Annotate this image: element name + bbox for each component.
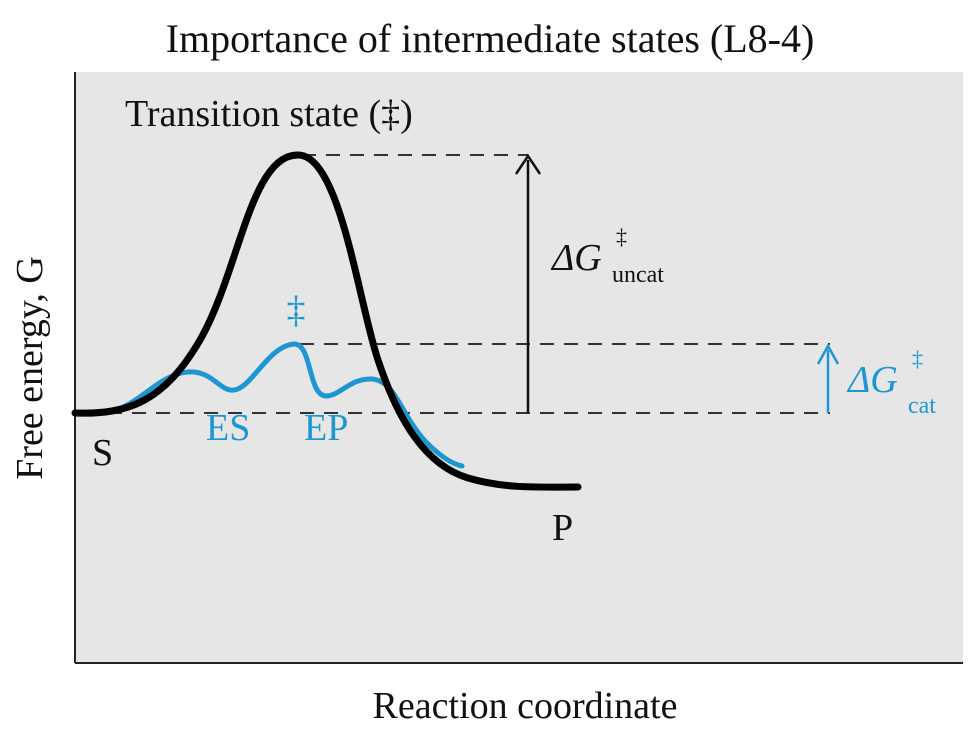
dg-cat-superscript: ‡ [912, 346, 923, 371]
transition-state-label: Transition state (‡) [125, 93, 413, 135]
dg-uncat-superscript: ‡ [616, 224, 627, 249]
catalyzed-transition-symbol: ‡ [287, 289, 306, 331]
dg-cat-label: ΔG ‡ cat [846, 346, 936, 419]
dg-cat-arrow-head [816, 343, 840, 365]
dg-cat-subscript: cat [908, 393, 936, 419]
ep-label: EP [304, 407, 348, 449]
y-axis-label: Free energy, G [9, 256, 51, 480]
catalyzed-reaction-curve [105, 341, 465, 469]
dg-uncat-subscript: uncat [612, 262, 664, 288]
dg-cat-symbol: ΔG [846, 359, 898, 401]
substrate-label: S [92, 432, 113, 474]
x-axis-label: Reaction coordinate [373, 685, 678, 727]
product-label: P [552, 507, 573, 549]
uncatalyzed-reaction-curve [71, 151, 582, 491]
diagram-title: Importance of intermediate states (L8-4) [166, 16, 815, 61]
dg-uncat-label: ΔG ‡ uncat [550, 224, 664, 288]
es-label: ES [206, 407, 250, 449]
dg-uncat-arrow-head [514, 153, 542, 175]
dg-uncat-symbol: ΔG [550, 237, 602, 279]
plot-area [75, 72, 963, 662]
